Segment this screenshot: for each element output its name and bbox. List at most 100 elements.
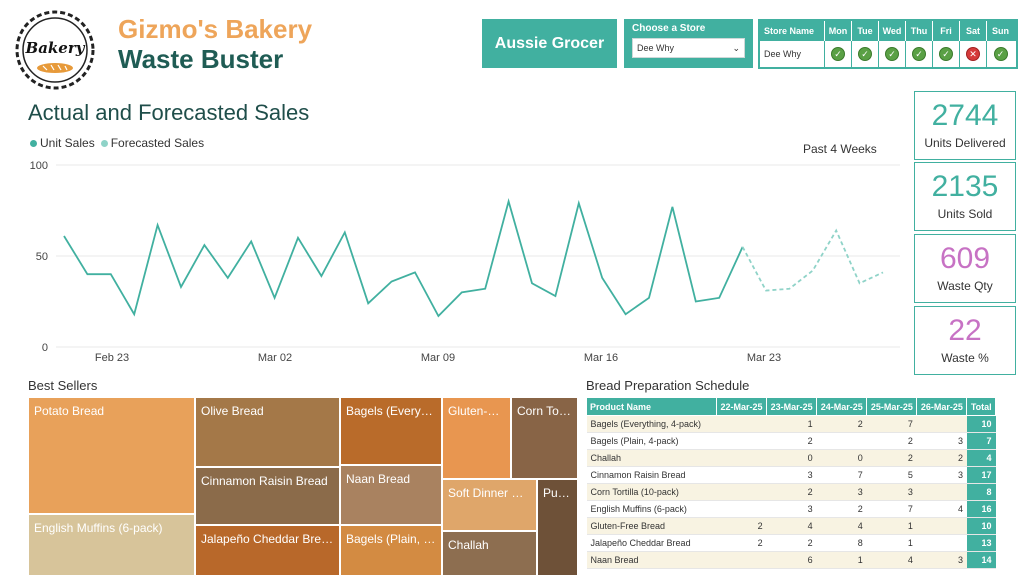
- best-sellers-treemap: Potato Bread English Muffins (6-pack) Ol…: [28, 397, 578, 576]
- qty-cell: 5: [866, 466, 917, 484]
- wed-status-cell: ✓: [879, 41, 906, 67]
- qty-cell: 4: [816, 517, 867, 535]
- treemap-tile-challah[interactable]: Challah: [442, 531, 537, 576]
- sat-header: Sat: [960, 21, 987, 41]
- total-cell: 10: [966, 415, 996, 433]
- chart-legend: Unit Sales Forecasted Sales: [30, 136, 204, 150]
- treemap-tile-soft-dinner-rolls[interactable]: Soft Dinner Rolls: [442, 479, 537, 531]
- qty-cell: 2: [766, 534, 817, 552]
- table-row: Bagels (Everything, 4-pack) 1 2 7 10: [586, 415, 996, 433]
- legend-item-unit-sales[interactable]: Unit Sales: [30, 136, 95, 150]
- qty-cell: 2: [716, 534, 767, 552]
- store-dropdown[interactable]: Dee Why ⌄: [632, 38, 745, 58]
- qty-cell: 7: [866, 500, 917, 518]
- check-icon: ✓: [858, 47, 872, 61]
- store-selector-card: Choose a Store Dee Why ⌄: [624, 19, 753, 68]
- y-tick-label: 50: [36, 251, 48, 263]
- treemap-tile-corn-tortilla[interactable]: Corn Tortilla (10-pack): [511, 397, 578, 479]
- qty-cell: [916, 517, 967, 535]
- check-icon: ✓: [912, 47, 926, 61]
- customer-name-tile: Aussie Grocer: [482, 19, 617, 68]
- qty-cell: [716, 415, 767, 433]
- qty-cell: [816, 432, 867, 450]
- col-product-name[interactable]: Product Name: [586, 397, 717, 416]
- qty-cell: [916, 534, 967, 552]
- qty-cell: 7: [866, 415, 917, 433]
- col-date[interactable]: 25-Mar-25: [866, 397, 918, 416]
- period-label: Past 4 Weeks: [803, 142, 877, 156]
- kpi-waste-qty: 609 Waste Qty: [914, 234, 1016, 303]
- total-cell: 14: [966, 551, 996, 569]
- qty-cell: [916, 415, 967, 433]
- treemap-tile-english-muffins[interactable]: English Muffins (6-pack): [28, 514, 195, 576]
- company-title: Gizmo's Bakery: [118, 14, 313, 44]
- qty-cell: [716, 449, 767, 467]
- kpi-label: Units Sold: [937, 207, 993, 221]
- treemap-tile-jalapeno-cheddar[interactable]: Jalapeño Cheddar Bread: [195, 525, 340, 576]
- qty-cell: 0: [766, 449, 817, 467]
- qty-cell: 3: [766, 500, 817, 518]
- kpi-value: 22: [948, 314, 982, 347]
- table-row: Challah 0 0 2 2 4: [586, 449, 996, 467]
- treemap-tile-cinnamon-raisin[interactable]: Cinnamon Raisin Bread: [195, 467, 340, 525]
- qty-cell: [716, 432, 767, 450]
- table-row: Gluten-Free Bread 2 4 4 1 10: [586, 517, 996, 535]
- treemap-tile-pumpernickel[interactable]: Pumpernickel: [537, 479, 578, 576]
- col-date[interactable]: 26-Mar-25: [916, 397, 968, 416]
- fri-header: Fri: [933, 21, 960, 41]
- mon-status-cell: ✓: [825, 41, 852, 67]
- kpi-units-sold: 2135 Units Sold: [914, 162, 1016, 231]
- cross-icon: ✕: [966, 47, 980, 61]
- weekday-status-table: Store Name Mon Tue Wed Thu Fri Sat Sun D…: [758, 19, 1018, 69]
- chevron-down-icon: ⌄: [732, 42, 740, 53]
- qty-cell: 2: [716, 517, 767, 535]
- treemap-tile-bagels-plain[interactable]: Bagels (Plain, 4-pack): [340, 525, 442, 576]
- x-tick-label: Mar 02: [258, 352, 292, 364]
- qty-cell: 1: [816, 551, 867, 569]
- logo-text: Bakery: [25, 39, 86, 57]
- qty-cell: 3: [866, 483, 917, 501]
- treemap-tile-bagels-everything[interactable]: Bagels (Everything, 4-pack): [340, 397, 442, 465]
- qty-cell: 3: [766, 466, 817, 484]
- qty-cell: 8: [816, 534, 867, 552]
- qty-cell: 1: [866, 517, 917, 535]
- treemap-tile-olive-bread[interactable]: Olive Bread: [195, 397, 340, 467]
- treemap-tile-potato-bread[interactable]: Potato Bread: [28, 397, 195, 514]
- qty-cell: 4: [866, 551, 917, 569]
- schedule-header-row: Product Name 22-Mar-25 23-Mar-25 24-Mar-…: [586, 397, 996, 416]
- col-date[interactable]: 24-Mar-25: [816, 397, 868, 416]
- product-name-cell: Gluten-Free Bread: [586, 517, 717, 535]
- qty-cell: 3: [816, 483, 867, 501]
- qty-cell: 3: [916, 432, 967, 450]
- table-row: Bagels (Plain, 4-pack) 2 2 3 7: [586, 432, 996, 450]
- total-cell: 17: [966, 466, 996, 484]
- store-selected-value: Dee Why: [637, 43, 675, 53]
- thu-status-cell: ✓: [906, 41, 933, 67]
- bakery-logo: Bakery: [10, 8, 100, 92]
- thu-header: Thu: [906, 21, 933, 41]
- mon-header: Mon: [825, 21, 852, 41]
- qty-cell: 1: [766, 415, 817, 433]
- col-date[interactable]: 22-Mar-25: [715, 397, 768, 416]
- qty-cell: 4: [916, 500, 967, 518]
- sales-chart-title: Actual and Forecasted Sales: [28, 100, 310, 125]
- sat-status-cell: ✕: [960, 41, 987, 67]
- qty-cell: 4: [766, 517, 817, 535]
- legend-item-forecast[interactable]: Forecasted Sales: [100, 136, 205, 150]
- treemap-tile-naan-bread[interactable]: Naan Bread: [340, 465, 442, 525]
- qty-cell: 0: [816, 449, 867, 467]
- product-name-cell: Jalapeño Cheddar Bread: [586, 534, 717, 552]
- kpi-value: 609: [939, 242, 991, 275]
- qty-cell: 6: [766, 551, 817, 569]
- x-tick-label: Feb 23: [95, 352, 129, 364]
- legend-label-forecast: Forecasted Sales: [110, 136, 205, 150]
- qty-cell: 2: [916, 449, 967, 467]
- table-row: Corn Tortilla (10-pack) 2 3 3 8: [586, 483, 996, 501]
- qty-cell: [716, 466, 767, 484]
- kpi-value: 2744: [931, 99, 999, 132]
- col-date[interactable]: 23-Mar-25: [766, 397, 818, 416]
- treemap-tile-gluten-free[interactable]: Gluten-Free Bread: [442, 397, 511, 479]
- store-select-label: Choose a Store: [632, 23, 706, 34]
- col-total[interactable]: Total: [966, 397, 996, 416]
- store-name-header: Store Name: [760, 21, 825, 41]
